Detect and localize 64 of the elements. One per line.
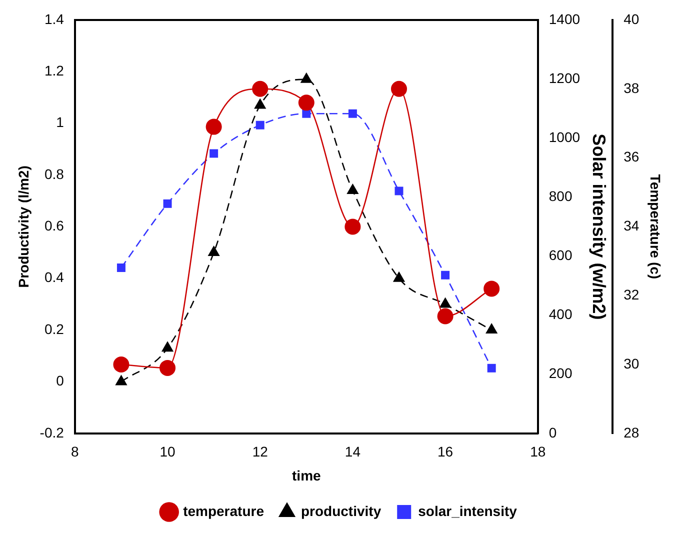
y2-tick-label: 0	[548, 424, 557, 440]
y2-tick-label: 200	[548, 365, 572, 382]
y-tick-label: 0.4	[44, 269, 64, 286]
point	[160, 360, 176, 376]
y2-tick-label: 1200	[548, 70, 580, 86]
point	[348, 109, 357, 118]
point	[392, 271, 406, 282]
y-tick-label: 0.8	[44, 166, 64, 182]
point	[298, 94, 314, 111]
y2-tick-label: 1400	[548, 10, 580, 27]
point	[486, 323, 498, 334]
x-tick-label: 10	[160, 444, 176, 460]
y-tick-label: 0.6	[44, 218, 64, 234]
point	[390, 80, 407, 97]
y-tick-label: 0.2	[44, 320, 64, 337]
x-axis-title: time	[292, 467, 322, 484]
point	[439, 297, 452, 308]
point	[206, 118, 222, 135]
point	[302, 109, 311, 118]
x-tick-label: 8	[71, 444, 80, 460]
y3-tick-label: 30	[624, 355, 640, 372]
y2-axis-title: Solar intensity (w/m2)	[588, 134, 609, 320]
y3-tick-label: 34	[624, 218, 640, 234]
y-tick-label: 1	[56, 114, 64, 130]
y-tick-label: -0.2	[40, 424, 64, 440]
y-tick-label: 1.2	[44, 62, 64, 79]
y3-tick-label: 28	[624, 424, 640, 440]
y2-tick-label: 400	[548, 306, 572, 322]
y3-tick-label: 36	[624, 148, 640, 165]
y2-tick-label: 1000	[548, 128, 580, 145]
point	[256, 120, 264, 130]
x-tick-label: 16	[438, 444, 454, 460]
point	[208, 246, 220, 256]
legend-label: solar_intensity	[418, 502, 518, 519]
point	[115, 374, 128, 386]
point	[254, 98, 266, 109]
point	[437, 308, 454, 324]
point	[210, 149, 218, 158]
point	[116, 264, 126, 272]
point	[161, 341, 174, 352]
y3-axis-title: Temperature (c)	[648, 174, 664, 280]
y3-tick-label: 38	[624, 80, 640, 96]
point	[484, 280, 500, 297]
y2-tick-label: 600	[548, 247, 572, 264]
point	[113, 356, 130, 372]
point	[344, 218, 361, 235]
y3-tick-label: 40	[624, 10, 640, 27]
y-tick-label: 1.4	[44, 10, 64, 27]
point	[300, 72, 312, 83]
x-tick-label: 12	[252, 444, 268, 460]
point	[487, 364, 496, 372]
point	[163, 199, 172, 208]
point	[252, 80, 268, 97]
x-tick-label: 18	[530, 444, 546, 460]
point	[441, 270, 450, 280]
x-tick-label: 14	[344, 444, 361, 460]
point	[346, 184, 359, 194]
legend-label: productivity	[300, 502, 382, 519]
y2-tick-label: 800	[548, 188, 572, 204]
point	[394, 186, 404, 196]
y-tick-label: 0	[56, 372, 64, 389]
y3-tick-label: 32	[624, 286, 640, 302]
y-axis-title: Productivity (l/m2)	[15, 166, 32, 288]
legend-label: temperature	[183, 502, 264, 519]
